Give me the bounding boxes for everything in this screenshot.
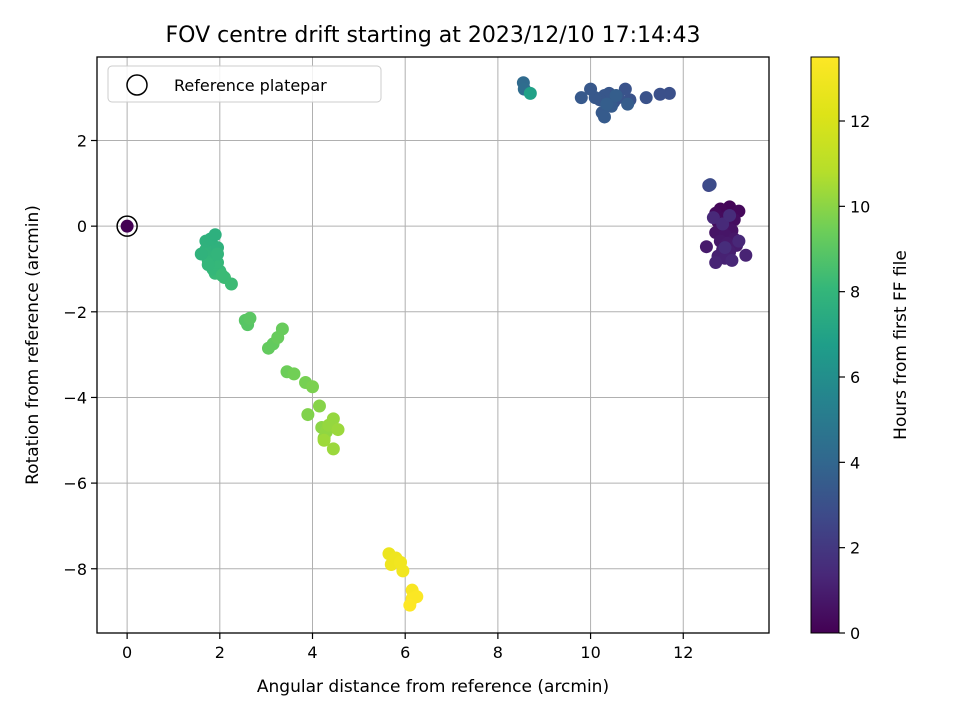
x-tick-label: 6 xyxy=(400,643,410,662)
y-tick-label: −8 xyxy=(63,560,87,579)
data-point xyxy=(639,91,653,105)
x-tick-label: 12 xyxy=(673,643,693,662)
data-point xyxy=(725,253,739,267)
data-point xyxy=(208,228,222,242)
data-point xyxy=(609,89,623,103)
data-point xyxy=(699,240,713,254)
colorbar-tick-label: 8 xyxy=(850,283,860,302)
data-point xyxy=(403,598,417,612)
x-axis-ticks: 0 2 4 6 8 10 12 xyxy=(122,633,693,662)
y-axis-ticks: −8 −6 −4 −2 0 2 xyxy=(63,132,97,579)
colorbar-ticks: 0 2 4 6 8 10 12 xyxy=(839,112,870,643)
y-tick-label: 0 xyxy=(77,217,87,236)
data-point xyxy=(396,564,410,578)
colorbar-tick-label: 10 xyxy=(850,197,870,216)
data-point xyxy=(621,97,635,111)
colorbar-tick-label: 2 xyxy=(850,539,860,558)
data-point xyxy=(709,256,723,270)
reference-platepar-marker xyxy=(116,215,138,237)
data-point xyxy=(723,208,737,222)
data-point xyxy=(201,258,215,272)
chart-title: FOV centre drift starting at 2023/12/10 … xyxy=(166,23,701,48)
y-tick-label: −6 xyxy=(63,474,87,493)
y-axis-label: Rotation from reference (arcmin) xyxy=(23,205,43,485)
data-point xyxy=(326,442,340,456)
y-tick-label: −2 xyxy=(63,303,87,322)
data-point xyxy=(243,311,257,325)
x-tick-label: 2 xyxy=(215,643,225,662)
legend-box xyxy=(107,65,382,103)
data-point xyxy=(194,247,208,261)
data-point xyxy=(331,423,345,437)
colorbar-label: Hours from first FF file xyxy=(891,250,911,440)
data-point xyxy=(523,86,537,100)
colorbar-tick-label: 6 xyxy=(850,368,860,387)
scatter-points xyxy=(116,76,753,612)
colorbar-tick-label: 12 xyxy=(850,112,870,131)
data-point xyxy=(600,97,614,111)
x-axis-label: Angular distance from reference (arcmin) xyxy=(257,677,609,697)
data-point xyxy=(703,178,717,192)
data-point xyxy=(718,241,732,255)
data-point xyxy=(210,247,224,261)
legend-marker-open-circle xyxy=(126,74,148,96)
x-tick-label: 8 xyxy=(493,643,503,662)
data-point xyxy=(739,248,753,262)
colorbar xyxy=(810,56,840,634)
colorbar-tick-label: 0 xyxy=(850,624,860,643)
legend-label: Reference platepar xyxy=(174,76,327,95)
x-tick-label: 10 xyxy=(580,643,600,662)
x-tick-label: 4 xyxy=(307,643,317,662)
data-point xyxy=(275,322,289,336)
colorbar-tick-label: 4 xyxy=(850,453,860,472)
y-tick-label: 2 xyxy=(77,132,87,151)
plot-area-frame xyxy=(96,56,770,634)
data-point xyxy=(301,408,315,422)
data-point xyxy=(312,399,326,413)
data-point xyxy=(215,268,229,282)
grid-lines xyxy=(97,57,769,633)
data-point xyxy=(584,82,598,96)
data-point xyxy=(706,211,720,225)
legend: Reference platepar xyxy=(107,65,382,103)
data-point xyxy=(317,433,331,447)
data-point xyxy=(574,91,588,105)
data-point xyxy=(306,380,320,394)
data-point xyxy=(120,219,134,233)
data-point xyxy=(732,234,746,248)
data-point xyxy=(653,87,667,101)
y-tick-label: −4 xyxy=(63,388,87,407)
data-point xyxy=(597,110,611,124)
data-point xyxy=(287,367,301,381)
x-tick-label: 0 xyxy=(122,643,132,662)
